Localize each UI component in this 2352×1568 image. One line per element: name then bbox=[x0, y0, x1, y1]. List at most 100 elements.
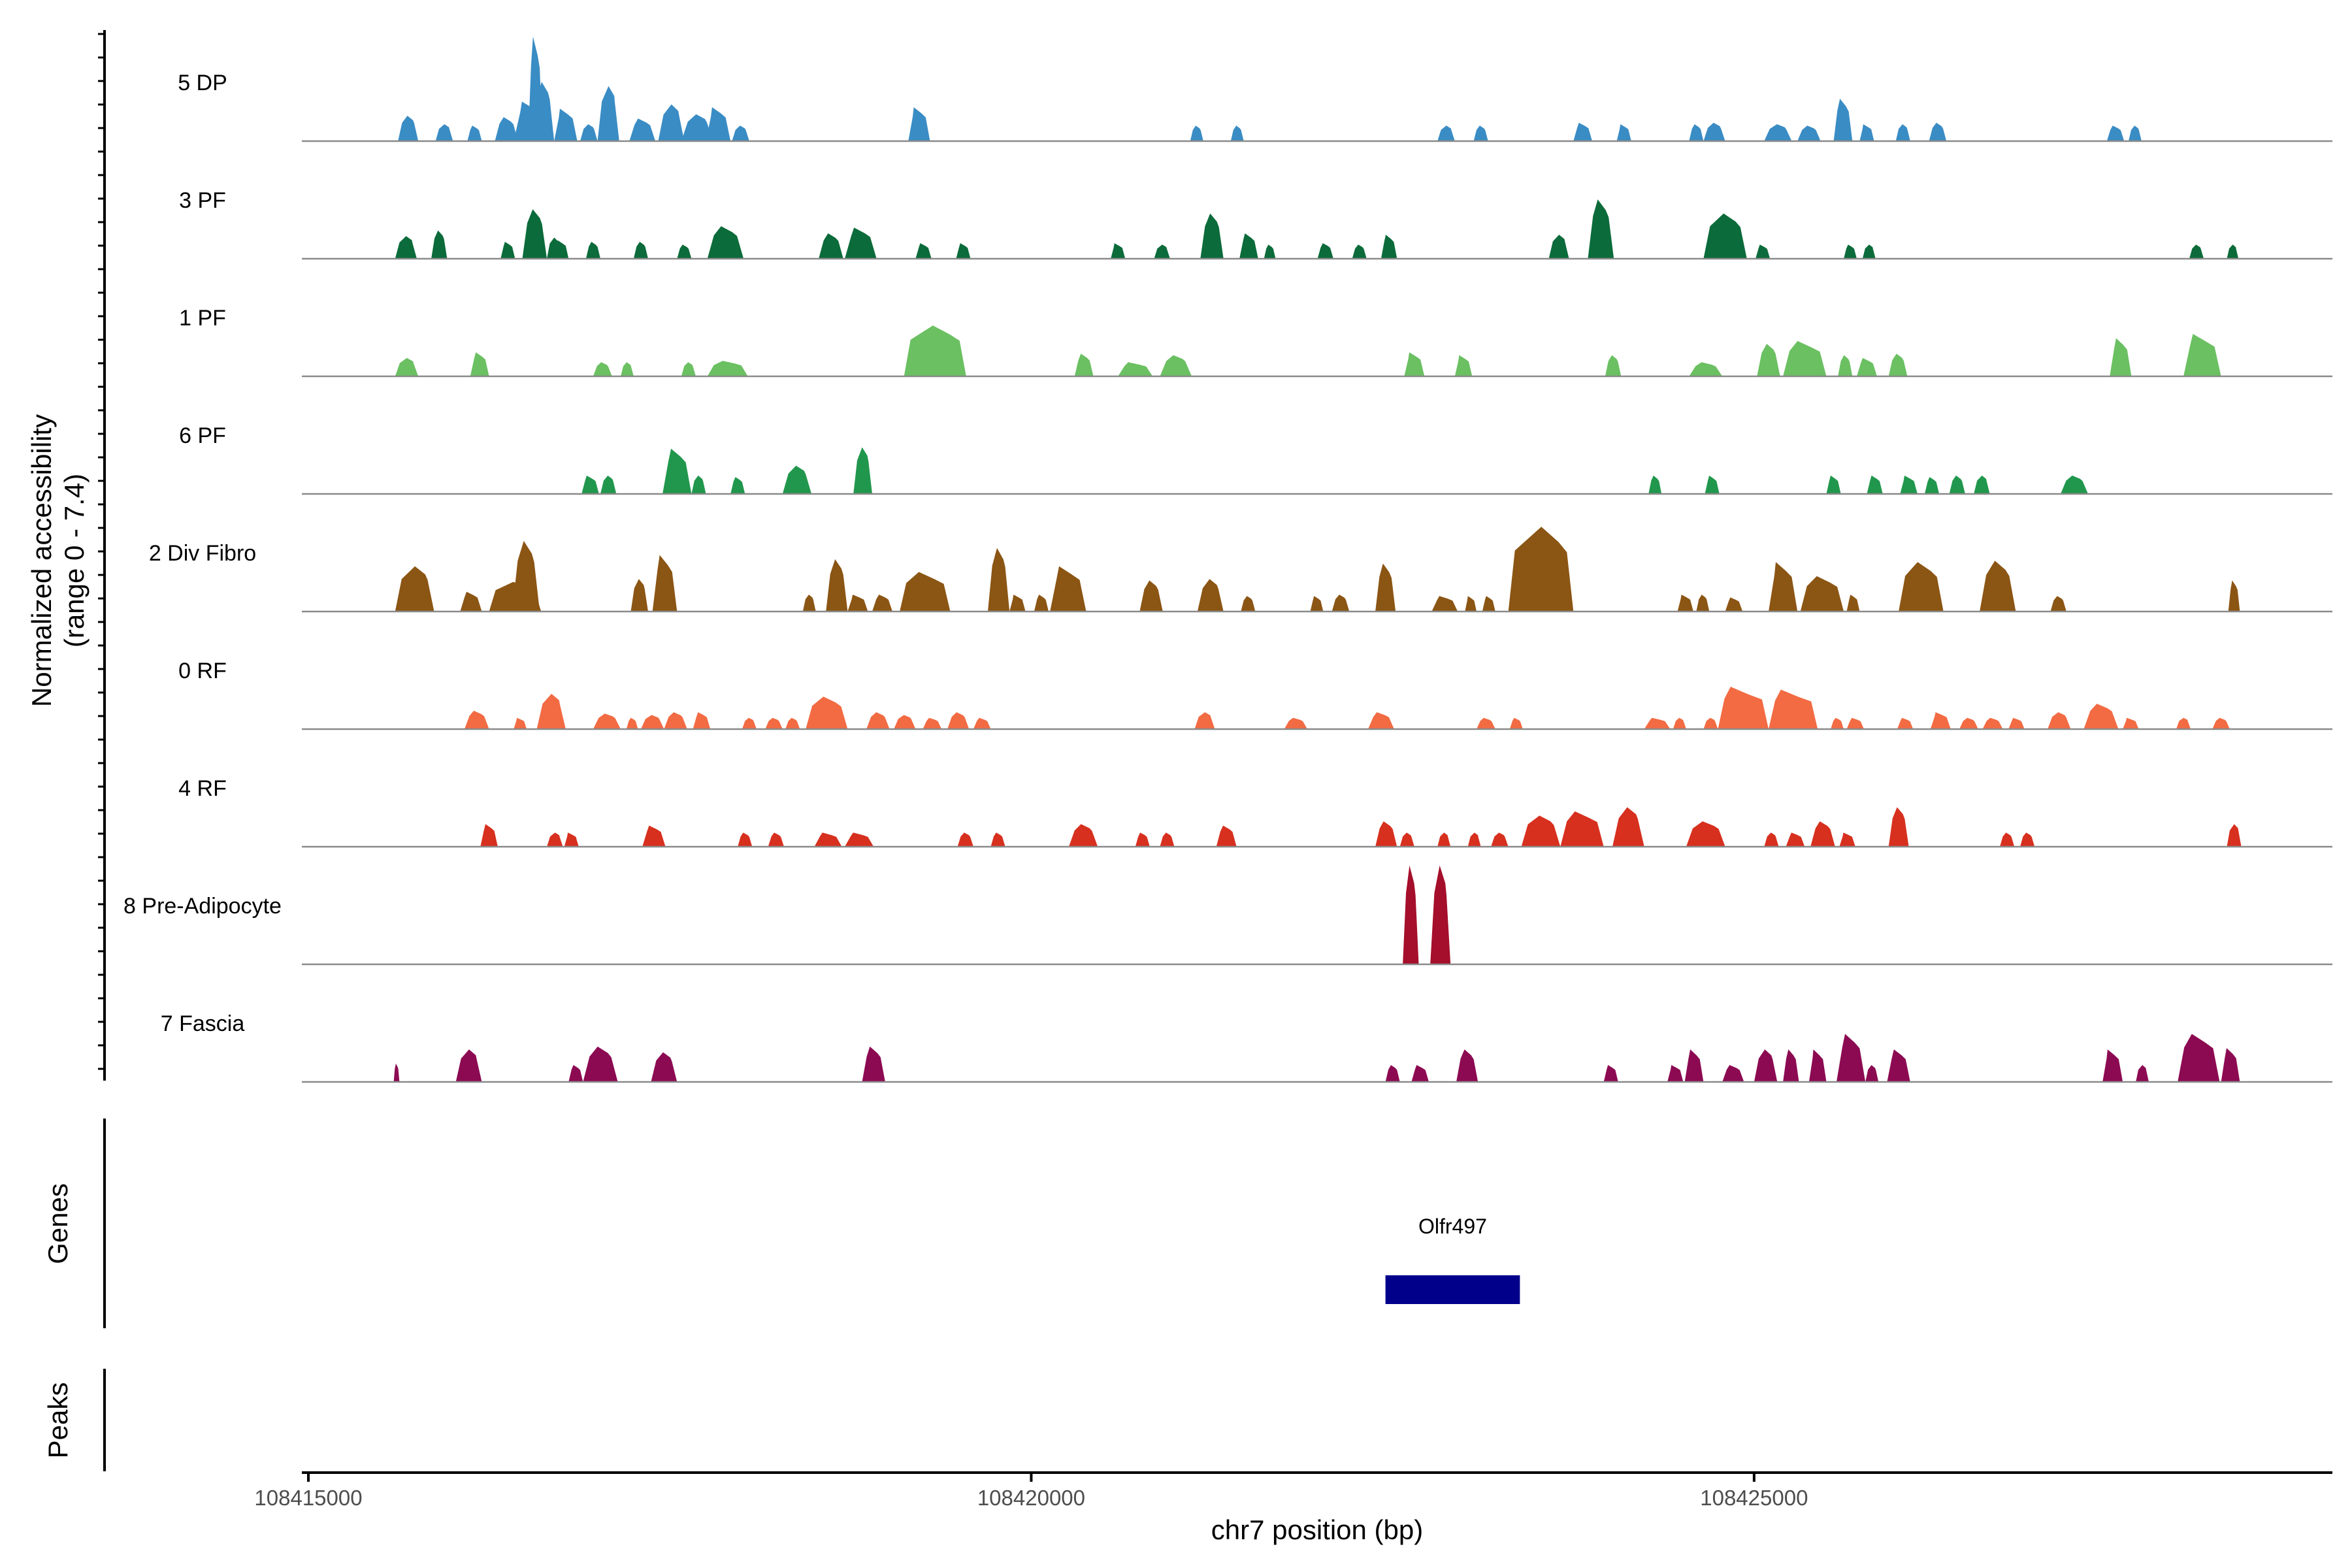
track-label: 3 PF bbox=[179, 188, 226, 213]
coverage-peak bbox=[1403, 865, 1419, 964]
coverage-peak bbox=[652, 555, 678, 612]
coverage-peak bbox=[480, 824, 498, 847]
coverage-peak bbox=[1846, 595, 1860, 612]
coverage-peak bbox=[1865, 1065, 1879, 1082]
coverage-peak bbox=[1887, 1049, 1910, 1082]
track-label: 5 DP bbox=[178, 71, 227, 95]
coverage-peak bbox=[1839, 832, 1855, 847]
coverage-peak bbox=[2227, 824, 2242, 847]
coverage-peak bbox=[1673, 717, 1686, 729]
track-label: 6 PF bbox=[179, 423, 226, 448]
coverage-peak bbox=[1689, 362, 1723, 376]
coverage-peak bbox=[1375, 563, 1396, 612]
coverage-peak bbox=[1833, 99, 1853, 141]
coverage-peak bbox=[1404, 352, 1425, 376]
coverage-peak bbox=[1808, 1049, 1827, 1082]
coverage-peak bbox=[2106, 125, 2125, 141]
coverage-peak bbox=[900, 572, 951, 612]
genes-track-label: Genes bbox=[42, 1183, 73, 1264]
coverage-peak bbox=[593, 713, 621, 729]
y-axis-title: Normalized accessibility bbox=[26, 414, 57, 707]
coverage-peak bbox=[393, 1063, 400, 1082]
coverage-peak bbox=[2008, 717, 2025, 729]
gene-label: Olfr497 bbox=[1418, 1215, 1487, 1238]
coverage-peak bbox=[707, 226, 744, 259]
coverage-peak bbox=[1899, 562, 1944, 612]
coverage-peak bbox=[908, 107, 930, 141]
coverage-peak bbox=[662, 448, 692, 494]
coverage-peak bbox=[455, 1049, 482, 1082]
coverage-peak bbox=[2048, 712, 2071, 729]
coverage-peak bbox=[633, 242, 648, 259]
coverage-peak bbox=[395, 566, 434, 612]
coverage-peak bbox=[2221, 1048, 2240, 1082]
coverage-peak bbox=[1375, 821, 1397, 847]
coverage-peak bbox=[1368, 712, 1394, 729]
coverage-peak bbox=[693, 712, 711, 729]
x-axis-ticks: 108415000 108420000 108425000 bbox=[254, 1473, 1808, 1510]
coverage-peak bbox=[1284, 717, 1308, 729]
coverage-peak bbox=[1756, 244, 1771, 259]
coverage-peak bbox=[1548, 235, 1569, 259]
coverage-peak bbox=[732, 125, 749, 141]
coverage-peak bbox=[1754, 1049, 1778, 1082]
track-label: 2 Div Fibro bbox=[149, 541, 256, 566]
axes-lines bbox=[103, 30, 2332, 1474]
coverage-peak bbox=[1703, 122, 1725, 141]
coverage-peak bbox=[1111, 243, 1126, 259]
coverage-peak bbox=[845, 832, 874, 847]
coverage-peak bbox=[585, 242, 600, 259]
coverage-peak bbox=[2020, 832, 2035, 847]
coverage-peak bbox=[651, 1052, 678, 1082]
track-label: 1 PF bbox=[179, 306, 226, 331]
coverage-peak bbox=[738, 832, 753, 847]
coverage-peak bbox=[398, 116, 419, 141]
coverage-peak bbox=[600, 475, 617, 494]
coverage-peak bbox=[2123, 717, 2139, 729]
coverage-peak bbox=[2000, 832, 2015, 847]
coverage-peak bbox=[862, 1046, 885, 1082]
coverage-peak bbox=[1810, 821, 1835, 847]
coverage-peak bbox=[1456, 1049, 1478, 1082]
coverage-peak bbox=[691, 475, 706, 494]
coverage-peak bbox=[988, 547, 1010, 612]
coverage-peak bbox=[1783, 1049, 1799, 1082]
coverage-peak bbox=[1897, 717, 1914, 729]
coverage-peak bbox=[470, 352, 489, 376]
coverage-peak bbox=[465, 710, 489, 729]
coverage-peak bbox=[1797, 125, 1821, 141]
coverage-peak bbox=[1725, 597, 1743, 612]
track-label: 4 RF bbox=[178, 776, 227, 801]
x-tick-label: 108420000 bbox=[977, 1486, 1085, 1510]
coverage-peak bbox=[1588, 199, 1614, 259]
coverage-peak bbox=[1982, 717, 2003, 729]
coverage-peak bbox=[1838, 355, 1853, 376]
coverage-peak bbox=[1050, 566, 1086, 612]
coverage-peak bbox=[626, 717, 638, 729]
coverage-peak bbox=[2083, 704, 2119, 729]
coverage-peak bbox=[677, 244, 692, 259]
coverage-peak bbox=[730, 477, 745, 494]
coverage-peak bbox=[1190, 125, 1203, 141]
coverage-peak bbox=[597, 86, 619, 141]
coverage-peak bbox=[1200, 213, 1224, 259]
coverage-peak bbox=[1684, 1049, 1704, 1082]
coverage-peak bbox=[1411, 1065, 1429, 1082]
coverage-peak bbox=[658, 104, 685, 141]
coverage-peak bbox=[1216, 825, 1237, 847]
coverage-peak bbox=[1722, 1065, 1744, 1082]
coverage-peak bbox=[1686, 821, 1725, 847]
coverage-peak bbox=[1974, 475, 1990, 494]
coverage-peak bbox=[826, 559, 848, 612]
coverage-peak bbox=[1857, 357, 1877, 376]
coverage-peak bbox=[495, 117, 518, 141]
coverage-peak bbox=[593, 362, 612, 376]
coverage-peak bbox=[1160, 355, 1192, 376]
coverage-peak bbox=[847, 595, 868, 612]
coverage-peak bbox=[1831, 717, 1844, 729]
coverage-peak bbox=[1648, 475, 1662, 494]
coverage-peak bbox=[1352, 244, 1367, 259]
coverage-peak bbox=[1034, 595, 1049, 612]
coverage-peak bbox=[395, 236, 417, 259]
coverage-peak bbox=[1385, 1065, 1400, 1082]
